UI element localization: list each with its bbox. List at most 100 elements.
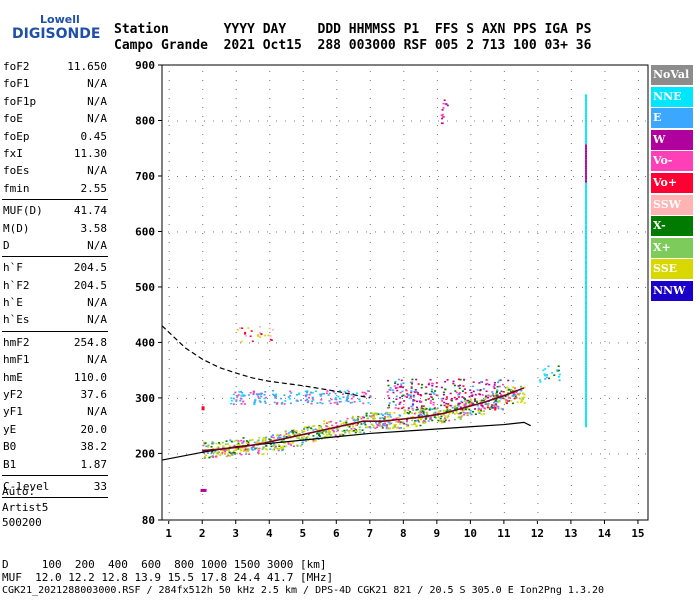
- echo-point: [584, 164, 587, 166]
- echo-point: [356, 419, 359, 421]
- echo-point: [267, 334, 270, 337]
- grid-dot: [369, 314, 371, 315]
- grid-dot: [637, 512, 639, 513]
- echo-point: [476, 404, 479, 407]
- echo-point: [235, 400, 238, 403]
- echo-point: [282, 445, 285, 448]
- grid-dot: [269, 89, 271, 90]
- grid-dot: [202, 98, 204, 99]
- grid-dot: [202, 359, 204, 360]
- grid-dot: [537, 286, 538, 288]
- grid-dot: [570, 377, 572, 378]
- echo-point: [388, 412, 391, 414]
- echo-point: [584, 180, 587, 183]
- echo-point: [424, 418, 427, 420]
- grid-dot: [470, 251, 472, 252]
- echo-point: [215, 442, 218, 445]
- grid-dot: [604, 242, 606, 243]
- x-tick-label: 6: [333, 527, 340, 540]
- echo-point: [383, 417, 386, 420]
- echo-point: [239, 452, 242, 455]
- grid-dot: [303, 397, 304, 399]
- echo-point: [301, 443, 304, 446]
- echo-point: [274, 395, 277, 398]
- echo-point: [444, 415, 447, 417]
- echo-point: [415, 390, 418, 393]
- grid-dot: [503, 269, 505, 270]
- grid-dot: [269, 260, 271, 261]
- echo-point: [348, 432, 351, 434]
- echo-point: [376, 426, 379, 428]
- grid-dot: [429, 120, 430, 122]
- grid-dot: [294, 65, 295, 66]
- grid-dot: [369, 206, 371, 207]
- grid-dot: [269, 80, 271, 81]
- echo-point: [455, 410, 458, 412]
- echo-point: [447, 415, 450, 417]
- grid-dot: [348, 520, 349, 521]
- echo-point: [584, 352, 587, 355]
- echo-point: [351, 430, 354, 432]
- echo-point: [478, 412, 481, 415]
- grid-dot: [470, 278, 472, 279]
- grid-dot: [403, 134, 405, 135]
- echo-point: [462, 385, 465, 387]
- echo-point: [584, 384, 587, 386]
- param-row: hmF1 N/A: [2, 351, 108, 368]
- echo-point: [584, 159, 587, 161]
- grid-dot: [501, 120, 502, 122]
- echo-point: [443, 420, 446, 423]
- grid-dot: [403, 368, 405, 369]
- echo-point: [328, 432, 331, 435]
- echo-point: [238, 443, 241, 446]
- grid-dot: [637, 305, 639, 306]
- grid-dot: [637, 224, 639, 225]
- echo-point: [459, 417, 462, 419]
- echo-point: [584, 290, 587, 293]
- echo-point: [461, 390, 464, 392]
- echo-point: [584, 165, 587, 168]
- grid-dot: [465, 65, 466, 66]
- echo-point: [433, 393, 436, 395]
- grid-dot: [570, 116, 572, 117]
- grid-dot: [618, 231, 619, 233]
- grid-dot: [168, 89, 170, 90]
- echo-point: [249, 391, 252, 394]
- grid-dot: [438, 453, 439, 455]
- grid-dot: [384, 65, 385, 66]
- grid-dot: [570, 242, 572, 243]
- param-label: h`F: [3, 261, 23, 275]
- grid-dot: [403, 98, 405, 99]
- grid-dot: [537, 386, 539, 387]
- grid-dot: [411, 231, 412, 233]
- grid-dot: [204, 65, 205, 66]
- echo-point: [395, 427, 398, 429]
- grid-dot: [202, 251, 204, 252]
- echo-point: [243, 403, 246, 405]
- auto-label: Auto:: [2, 485, 36, 498]
- separator: [2, 330, 108, 332]
- grid-dot: [177, 520, 178, 521]
- echo-point: [507, 387, 510, 390]
- echo-point: [500, 393, 503, 396]
- grid-dot: [604, 287, 606, 288]
- echo-point: [305, 426, 308, 428]
- echo-point: [259, 401, 262, 403]
- echo-point: [584, 284, 587, 286]
- echo-point: [323, 420, 326, 422]
- grid-dot: [604, 440, 606, 441]
- grid-dot: [436, 170, 438, 171]
- echo-point: [238, 391, 241, 393]
- grid-dot: [537, 80, 539, 81]
- echo-point: [523, 402, 526, 404]
- echo-point: [584, 299, 587, 301]
- echo-point: [417, 420, 420, 423]
- echo-point: [284, 400, 287, 402]
- grid-dot: [403, 188, 405, 189]
- grid-dot: [403, 107, 405, 108]
- echo-point: [391, 389, 394, 391]
- grid-dot: [204, 520, 205, 521]
- echo-point: [269, 443, 272, 445]
- echo-point: [471, 395, 474, 397]
- grid-dot: [510, 453, 511, 455]
